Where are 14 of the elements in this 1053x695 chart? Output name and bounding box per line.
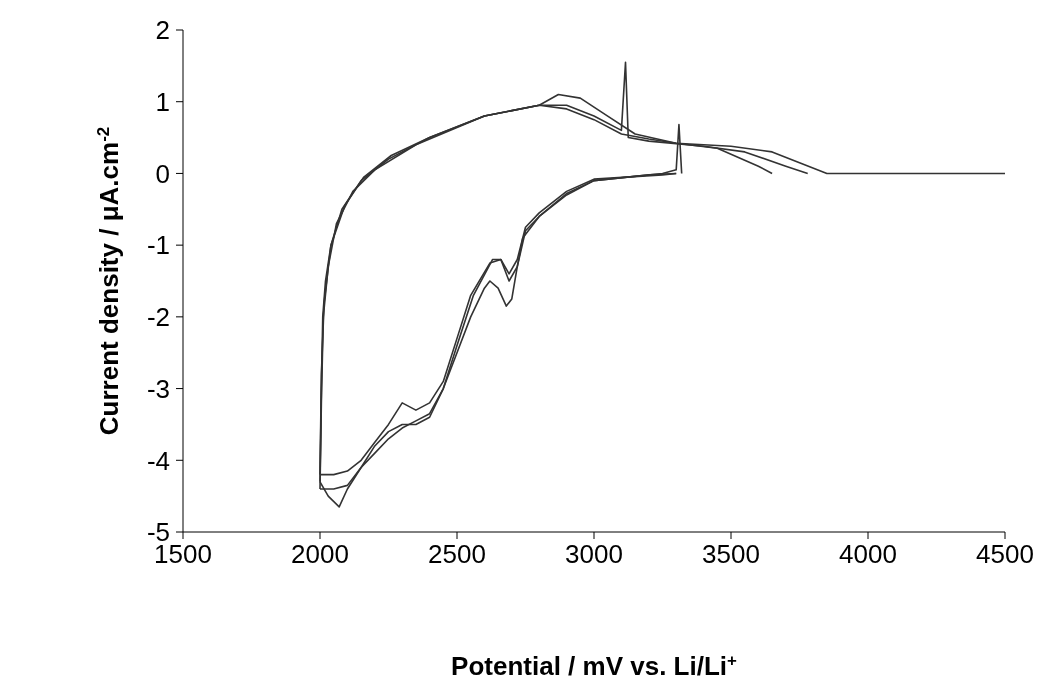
y-tick-label: -3	[146, 373, 170, 404]
x-tick-label: 3500	[702, 539, 760, 570]
y-tick-label: 0	[155, 158, 170, 189]
x-tick-label: 4000	[839, 539, 897, 570]
y-tick-label: 2	[155, 15, 170, 46]
y-tick-label: -2	[146, 302, 170, 333]
y-tick-label: 1	[155, 86, 170, 117]
y-tick-label: -4	[146, 445, 170, 476]
x-tick-label: 2500	[428, 539, 486, 570]
x-tick-label: 2000	[291, 539, 349, 570]
x-tick-label: 4500	[976, 539, 1034, 570]
x-axis-title: Potential / mV vs. Li/Li$^{+}$	[451, 650, 738, 681]
x-tick-label: 3000	[565, 539, 623, 570]
y-tick-label: -1	[146, 230, 170, 261]
